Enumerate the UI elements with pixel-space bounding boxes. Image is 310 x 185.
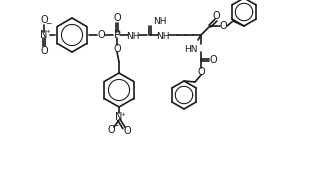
Text: −: − [45,19,51,28]
Text: O: O [113,44,121,54]
Text: +: + [46,28,51,33]
Text: O: O [113,13,121,23]
Text: NH: NH [153,16,166,26]
Text: O: O [40,46,48,56]
Text: HN: HN [184,45,198,53]
Text: NH: NH [126,31,140,41]
Text: O: O [40,15,48,25]
Text: +: + [121,112,125,117]
Text: O: O [107,125,115,135]
Text: O: O [97,30,105,40]
Text: −: − [112,122,118,130]
Text: NH: NH [156,31,170,41]
Text: N: N [115,112,123,122]
Text: N: N [40,30,48,40]
Text: O: O [219,21,227,31]
Text: O: O [123,126,131,136]
Text: O: O [212,11,220,21]
Text: P: P [114,30,120,40]
Text: O: O [209,55,217,65]
Text: O: O [197,67,205,77]
